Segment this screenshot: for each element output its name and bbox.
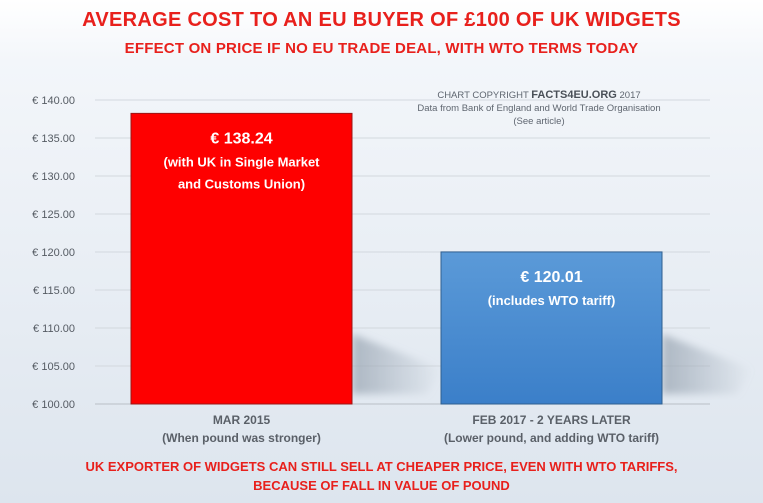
bar-annotation: (with UK in Single Market: [163, 154, 320, 169]
bar-value-label: € 120.01: [520, 269, 582, 286]
x-category-label: MAR 2015: [213, 413, 271, 427]
y-tick-label: € 110.00: [33, 323, 75, 335]
chart-title: AVERAGE COST TO AN EU BUYER OF £100 OF U…: [82, 9, 681, 31]
y-tick-label: € 120.00: [32, 247, 75, 259]
copyright-year: 2017: [617, 90, 641, 101]
y-tick-label: € 130.00: [32, 171, 75, 183]
bar: [130, 112, 353, 405]
y-tick-label: € 135.00: [32, 133, 75, 145]
bar-shadow: [662, 334, 752, 394]
y-tick-label: € 140.00: [32, 95, 75, 107]
data-source-note: Data from Bank of England and World Trad…: [417, 103, 660, 114]
bar-value-label: € 138.24: [210, 130, 272, 147]
y-tick-label: € 105.00: [32, 361, 75, 373]
see-article-note: (See article): [513, 116, 564, 127]
chart-subtitle: EFFECT ON PRICE IF NO EU TRADE DEAL, WIT…: [124, 40, 639, 57]
bar-annotation: and Customs Union): [178, 176, 305, 191]
y-tick-label: € 115.00: [33, 285, 75, 297]
footer-line-2: BECAUSE OF FALL IN VALUE OF POUND: [253, 478, 510, 493]
x-category-sublabel: (When pound was stronger): [162, 431, 321, 445]
bar-annotation: (includes WTO tariff): [488, 293, 616, 308]
x-category-sublabel: (Lower pound, and adding WTO tariff): [444, 431, 659, 445]
y-tick-label: € 100.00: [32, 399, 75, 411]
footer-line-1: UK EXPORTER OF WIDGETS CAN STILL SELL AT…: [85, 459, 678, 474]
bar-shadow: [352, 334, 442, 394]
copyright-prefix: CHART COPYRIGHT: [437, 90, 531, 101]
copyright-line: CHART COPYRIGHT FACTS4EU.ORG 2017: [437, 89, 640, 101]
y-tick-label: € 125.00: [32, 209, 75, 221]
x-category-label: FEB 2017 - 2 YEARS LATER: [472, 413, 631, 427]
bar: [440, 251, 663, 405]
copyright-brand: FACTS4EU.ORG: [531, 89, 617, 101]
